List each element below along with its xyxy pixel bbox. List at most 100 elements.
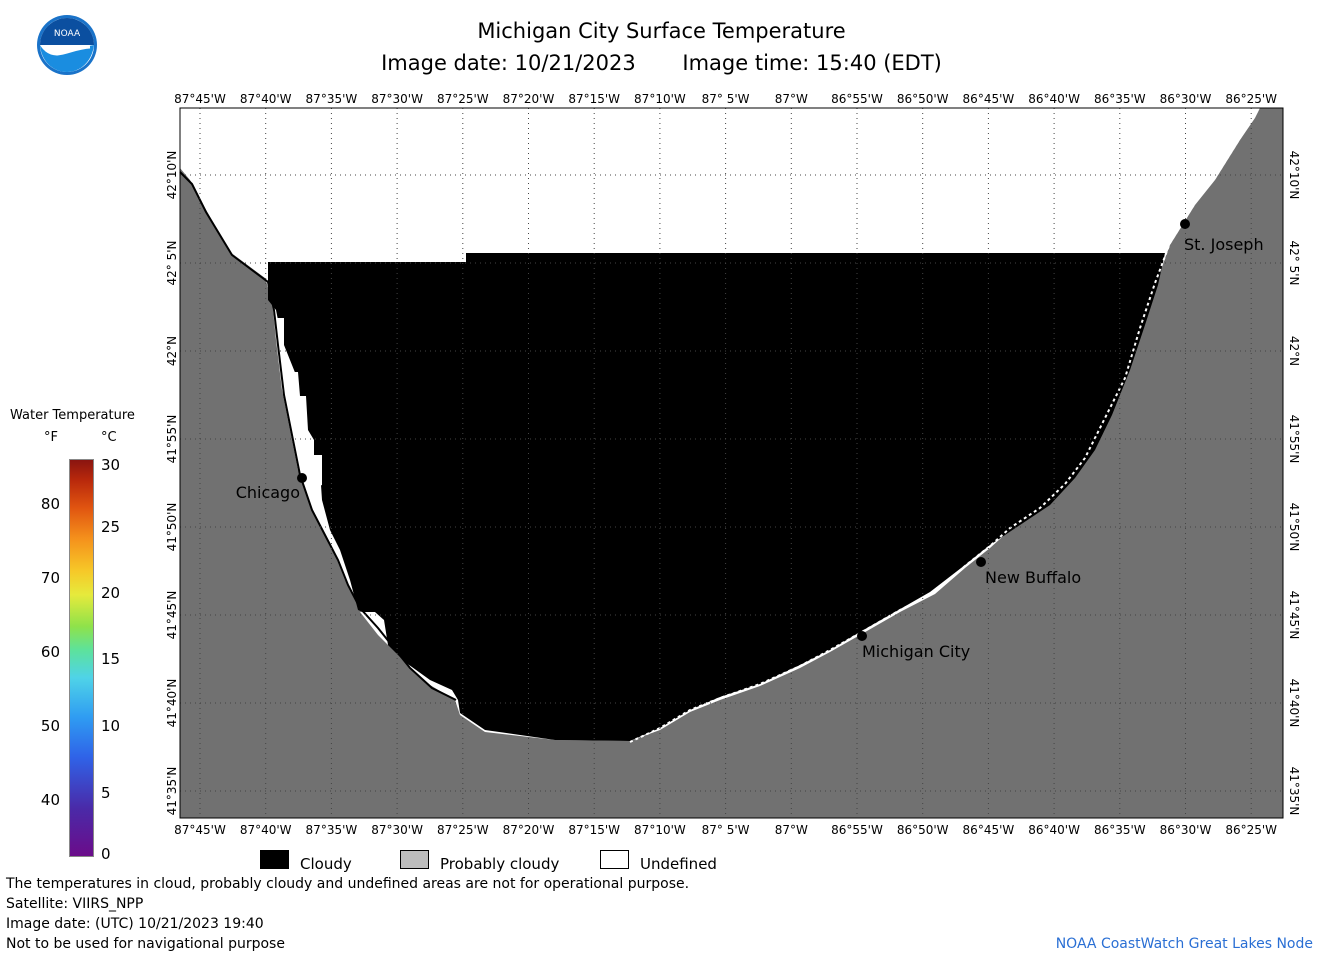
noaa-logo: NOAA — [37, 15, 97, 75]
image-date-time: Image date: 10/21/2023 Image time: 15:40… — [0, 51, 1323, 75]
lat-label: 42°N — [165, 336, 179, 366]
map-frame — [179, 107, 1284, 819]
city-label: St. Joseph — [1184, 235, 1264, 254]
lat-label: 42°10'N — [165, 151, 179, 200]
lon-label: 87° 5'W — [702, 92, 750, 106]
lon-label: 86°35'W — [1094, 823, 1146, 837]
lon-label: 87° 5'W — [702, 823, 750, 837]
footer-image-date-utc: Image date: (UTC) 10/21/2023 19:40 — [6, 916, 264, 932]
lon-label: 87°40'W — [240, 823, 292, 837]
undefined-patch-south — [360, 612, 388, 645]
lon-label: 86°50'W — [897, 823, 949, 837]
lon-label: 87°20'W — [503, 823, 555, 837]
legend-title: Water Temperature — [10, 408, 135, 423]
latitude-labels-left: 42°10'N 42° 5'N 42°N 41°55'N 41°50'N 41°45'N 4… — [165, 151, 179, 816]
map-title: Michigan City Surface Temperature — [477, 19, 846, 43]
city-dot — [1180, 219, 1190, 229]
key-cloudy-label: Cloudy — [300, 855, 352, 873]
lat-label: 42°N — [1287, 336, 1301, 366]
key-probably-cloudy-label: Probably cloudy — [440, 855, 560, 873]
colorbar-c-label: 30 — [101, 456, 121, 474]
lon-label: 86°55'W — [831, 92, 883, 106]
lon-label: 87°15'W — [568, 92, 620, 106]
city-label: New Buffalo — [985, 568, 1081, 587]
lon-label: 86°45'W — [963, 92, 1015, 106]
lon-label: 86°25'W — [1225, 92, 1277, 106]
footer-nav-warning: Not to be used for navigational purpose — [6, 936, 285, 952]
lon-label: 86°35'W — [1094, 92, 1146, 106]
colorbar-c-label: 15 — [101, 650, 121, 668]
lon-label: 87°15'W — [568, 823, 620, 837]
city-label: Chicago — [236, 483, 300, 502]
lon-label: 87°40'W — [240, 92, 292, 106]
logo-text: NOAA — [54, 29, 81, 39]
lon-label: 87°45'W — [174, 823, 226, 837]
footer-satellite: Satellite: VIIRS_NPP — [6, 896, 144, 912]
temperature-colorbar — [69, 459, 94, 857]
city-dot — [857, 631, 867, 641]
key-undefined-swatch — [600, 850, 629, 869]
lon-label: 87°30'W — [371, 823, 423, 837]
lon-label: 86°55'W — [831, 823, 883, 837]
lat-label: 41°40'N — [1287, 679, 1301, 728]
lon-label: 87°45'W — [174, 92, 226, 106]
lon-label: 87°35'W — [306, 823, 358, 837]
lat-label: 42° 5'N — [1287, 241, 1301, 286]
colorbar-f-label: 40 — [40, 791, 60, 809]
colorbar-c-label: 10 — [101, 717, 121, 735]
graticule — [180, 108, 1283, 818]
lon-label: 87°10'W — [634, 92, 686, 106]
land-west — [180, 108, 1283, 818]
undefined-patch-north — [452, 253, 466, 262]
city-dot — [297, 473, 307, 483]
shoreline-west — [179, 171, 457, 701]
lon-label: 87°30'W — [371, 92, 423, 106]
lon-label: 86°30'W — [1160, 823, 1212, 837]
colorbar-f-label: 50 — [40, 717, 60, 735]
shoreline-east — [629, 109, 1259, 743]
key-cloudy-swatch — [260, 850, 289, 869]
lon-label: 87°10'W — [634, 823, 686, 837]
lat-label: 41°35'N — [1287, 767, 1301, 816]
key-undefined-label: Undefined — [640, 855, 717, 873]
footer-credit: NOAA CoastWatch Great Lakes Node — [1055, 936, 1313, 952]
lon-label: 86°30'W — [1160, 92, 1212, 106]
colorbar-f-label: 80 — [40, 495, 60, 513]
lat-label: 41°50'N — [165, 503, 179, 552]
lon-label: 86°40'W — [1028, 823, 1080, 837]
cloudy-area — [268, 253, 1165, 741]
lon-label: 86°25'W — [1225, 823, 1277, 837]
lon-label: 87°W — [775, 823, 808, 837]
key-probably-cloudy-swatch — [400, 850, 429, 869]
latitude-labels-right: 42°10'N 42° 5'N 42°N 41°55'N 41°50'N 41°45'N 4… — [1287, 151, 1301, 816]
colorbar-c-label: 0 — [101, 845, 111, 863]
lon-label: 87°25'W — [437, 92, 489, 106]
longitude-labels-bottom: 87°45'W 87°40'W 87°35'W 87°30'W 87°25'W 87°20… — [174, 823, 1277, 837]
unit-f: °F — [44, 430, 58, 445]
footer-note: The temperatures in cloud, probably clou… — [6, 876, 690, 892]
lat-label: 42° 5'N — [165, 241, 179, 286]
lat-label: 41°35'N — [165, 767, 179, 816]
city-dot — [976, 557, 986, 567]
city-label: Michigan City — [862, 642, 970, 661]
undefined-patch — [276, 318, 322, 490]
colorbar-f-label: 70 — [40, 569, 60, 587]
lon-label: 87°20'W — [503, 92, 555, 106]
colorbar-c-label: 20 — [101, 584, 121, 602]
lat-label: 41°55'N — [1287, 415, 1301, 464]
lon-label: 87°25'W — [437, 823, 489, 837]
lat-label: 41°45'N — [1287, 591, 1301, 640]
lon-label: 87°W — [775, 92, 808, 106]
longitude-labels-top: 87°45'W 87°40'W 87°35'W 87°30'W 87°25'W 87°20… — [174, 92, 1277, 106]
lat-label: 41°45'N — [165, 591, 179, 640]
lat-label: 41°55'N — [165, 415, 179, 464]
city-markers: St. Joseph Chicago New Buffalo Michigan Cit… — [236, 219, 1264, 661]
lat-label: 41°50'N — [1287, 503, 1301, 552]
colorbar-f-label: 60 — [40, 643, 60, 661]
colorbar-c-label: 25 — [101, 518, 121, 536]
lon-label: 86°45'W — [963, 823, 1015, 837]
lon-label: 86°40'W — [1028, 92, 1080, 106]
lon-label: 87°35'W — [306, 92, 358, 106]
image-date: Image date: 10/21/2023 — [381, 51, 636, 75]
